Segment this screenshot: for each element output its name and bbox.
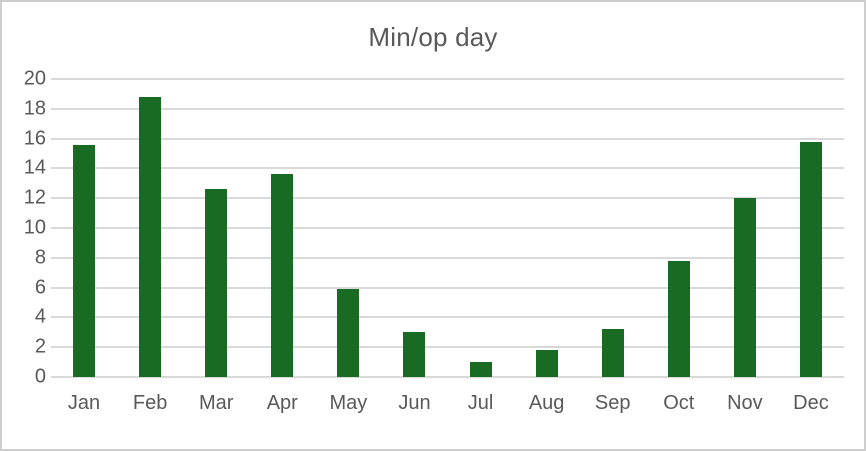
bar-jul <box>469 362 492 377</box>
y-axis-tick-label-8: 8 <box>34 246 46 269</box>
y-axis-tick-label-14: 14 <box>23 156 46 179</box>
gridline-12 <box>51 197 844 200</box>
bar-jan <box>73 144 96 377</box>
y-axis-tick-label-0: 0 <box>34 365 46 388</box>
x-axis-label-dec: Dec <box>793 392 829 414</box>
x-axis-label-apr: Apr <box>266 392 298 414</box>
bar-feb <box>139 96 162 377</box>
bar-aug <box>535 350 558 377</box>
gridline-6 <box>51 286 844 289</box>
x-axis-label-feb: Feb <box>132 392 168 414</box>
bar-may <box>337 289 360 377</box>
gridline-4 <box>51 316 844 319</box>
x-axis-label-aug: Aug <box>528 392 565 414</box>
y-axis-tick-label-10: 10 <box>23 216 46 239</box>
bar-oct <box>667 260 690 377</box>
bar-apr <box>271 174 294 377</box>
y-axis-tick-label-4: 4 <box>34 305 46 328</box>
bar-mar <box>205 189 228 377</box>
x-axis-label-may: May <box>329 392 368 414</box>
y-axis-labels: 0 2 4 6 8 10 12 14 16 18 20 <box>2 69 46 387</box>
y-axis-tick-label-18: 18 <box>23 97 46 120</box>
gridline-10 <box>51 227 844 229</box>
bar-sep <box>601 329 624 377</box>
gridline-8 <box>51 256 844 259</box>
gridline-0 <box>51 376 844 378</box>
x-axis-labels: Jan Feb Mar Apr May Jun Jul Aug Sep Oct Nov Dec <box>51 391 844 417</box>
x-axis-label-sep: Sep <box>594 392 631 414</box>
y-axis-tick-label-12: 12 <box>23 186 46 209</box>
x-axis-label-jun: Jun <box>398 392 431 414</box>
y-axis-tick-label-16: 16 <box>23 127 46 150</box>
gridline-14 <box>51 167 844 170</box>
bar-jun <box>403 332 426 377</box>
y-axis-tick-label-6: 6 <box>34 276 46 299</box>
gridline-20 <box>51 78 844 80</box>
gridline-2 <box>51 346 844 349</box>
chart-title: Min/op day <box>368 22 498 52</box>
y-axis-tick-label-2: 2 <box>34 335 46 358</box>
x-axis-label-jan: Jan <box>67 392 101 414</box>
gridline-18 <box>51 107 844 110</box>
x-axis-label-nov: Nov <box>727 392 763 414</box>
bar-nov <box>733 198 756 377</box>
x-axis-label-oct: Oct <box>663 392 695 414</box>
x-axis-label-mar: Mar <box>198 392 234 414</box>
gridline-16 <box>51 137 844 140</box>
bar-dec <box>799 141 822 377</box>
plot-area <box>51 78 844 378</box>
y-axis-tick-label-20: 20 <box>23 67 46 90</box>
x-axis-label-jul: Jul <box>467 392 494 414</box>
